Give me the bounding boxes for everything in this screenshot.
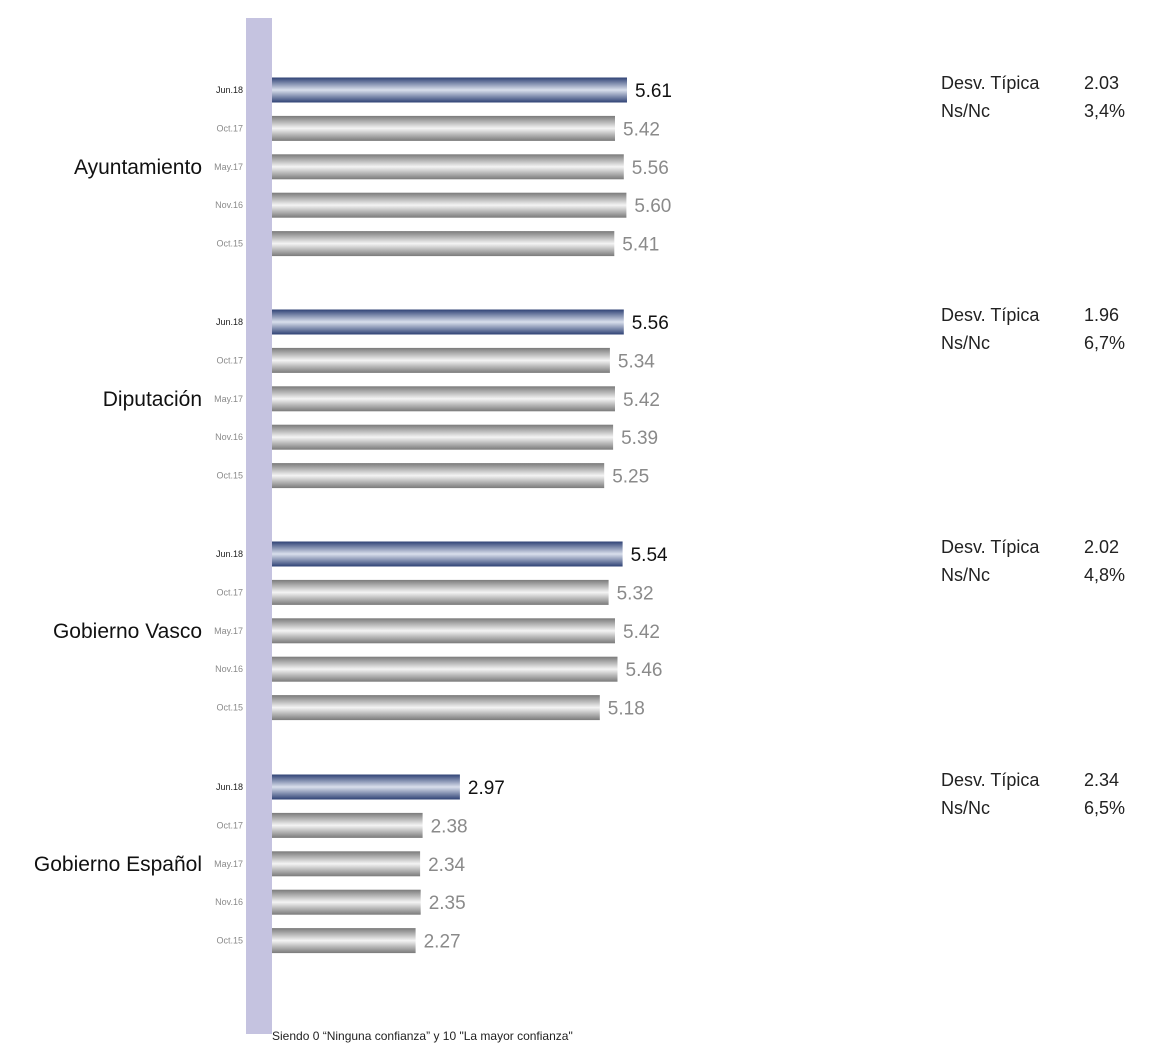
bar-3-2 (272, 851, 421, 877)
period-label: Oct.15 (216, 703, 243, 713)
period-label: Nov.16 (215, 432, 243, 442)
bar-value-label: 5.56 (632, 313, 669, 334)
period-label: Oct.15 (216, 471, 243, 481)
bar-value-label: 5.32 (617, 583, 654, 604)
group-label: Diputación (103, 388, 202, 411)
period-label: May.17 (214, 859, 243, 869)
bar-value-label: 5.56 (632, 158, 669, 179)
bar-value-label: 2.27 (424, 932, 461, 953)
bar-0-2 (272, 154, 624, 180)
stats-row: Desv. Típica 1.96 (941, 305, 1163, 333)
period-label: Jun.18 (216, 782, 243, 792)
bar-value-label: 2.35 (429, 893, 466, 914)
period-label: Oct.17 (216, 355, 243, 365)
bar-value-label: 5.25 (612, 467, 649, 488)
stats-label: Ns/Nc (941, 101, 990, 121)
stats-row: Desv. Típica 2.34 (941, 770, 1163, 798)
bar-value-label: 5.39 (621, 428, 658, 449)
stats-value: 4,8% (1084, 565, 1126, 585)
bar-0-4 (272, 231, 615, 257)
stats-value: 6,7% (1084, 333, 1126, 353)
chart-footnote: Siendo 0 “Ninguna confianza” y 10 "La ma… (272, 1029, 573, 1043)
bar-3-3 (272, 889, 421, 915)
stats-label: Desv. Típica (941, 305, 1040, 325)
period-label: Jun.18 (216, 317, 243, 327)
group-label: Gobierno Vasco (53, 620, 202, 643)
group-label: Ayuntamiento (74, 156, 202, 179)
bar-2-2 (272, 618, 615, 644)
bar-value-label: 5.42 (623, 119, 660, 140)
bar-value-label: 5.60 (634, 196, 671, 217)
stats-value: 2.02 (1084, 537, 1120, 557)
period-label: Jun.18 (216, 549, 243, 559)
stats-label: Desv. Típica (941, 73, 1040, 93)
bar-2-4 (272, 695, 600, 721)
bar-3-4 (272, 928, 416, 954)
axis-band (246, 18, 272, 1034)
period-label: Nov.16 (215, 664, 243, 674)
period-label: Nov.16 (215, 897, 243, 907)
bar-0-3 (272, 192, 627, 218)
period-label: Oct.17 (216, 820, 243, 830)
bar-value-label: 5.18 (608, 699, 645, 720)
period-label: Oct.15 (216, 936, 243, 946)
bar-1-0 (272, 309, 624, 335)
stats-row: Ns/Nc 6,7% (941, 333, 1163, 361)
stats-value: 2.03 (1084, 73, 1120, 93)
period-label: Jun.18 (216, 85, 243, 95)
stats-label: Desv. Típica (941, 537, 1040, 557)
stats-value: 3,4% (1084, 101, 1126, 121)
period-label: Oct.17 (216, 587, 243, 597)
bar-value-label: 5.34 (618, 351, 655, 372)
period-label: May.17 (214, 626, 243, 636)
bar-2-1 (272, 579, 609, 605)
stats-row: Ns/Nc 3,4% (941, 101, 1163, 129)
bar-value-label: 2.97 (468, 778, 505, 799)
stats-label: Desv. Típica (941, 770, 1040, 790)
bar-1-4 (272, 463, 605, 489)
bar-3-1 (272, 812, 423, 838)
stats-value: 1.96 (1084, 305, 1120, 325)
bar-value-label: 2.38 (431, 816, 468, 837)
bar-3-0 (272, 774, 460, 800)
period-label: May.17 (214, 162, 243, 172)
stats-row: Desv. Típica 2.03 (941, 73, 1163, 101)
stats-block: Desv. Típica 2.34 Ns/Nc 6,5% (941, 770, 1163, 826)
stats-row: Desv. Típica 2.02 (941, 537, 1163, 565)
period-label: Oct.17 (216, 123, 243, 133)
stats-value: 6,5% (1084, 798, 1126, 818)
bar-2-3 (272, 656, 618, 682)
stats-row: Ns/Nc 4,8% (941, 565, 1163, 593)
stats-label: Ns/Nc (941, 798, 990, 818)
bar-value-label: 5.42 (623, 622, 660, 643)
bar-value-label: 5.54 (631, 545, 668, 566)
stats-label: Ns/Nc (941, 565, 990, 585)
stats-block: Desv. Típica 2.02 Ns/Nc 4,8% (941, 537, 1163, 593)
stats-label: Ns/Nc (941, 333, 990, 353)
bar-0-1 (272, 115, 615, 141)
bar-value-label: 2.34 (428, 855, 465, 876)
bar-value-label: 5.61 (635, 81, 672, 102)
stats-block: Desv. Típica 1.96 Ns/Nc 6,7% (941, 305, 1163, 361)
period-label: Nov.16 (215, 200, 243, 210)
bar-1-1 (272, 347, 610, 373)
period-label: May.17 (214, 394, 243, 404)
stats-row: Ns/Nc 6,5% (941, 798, 1163, 826)
bar-value-label: 5.46 (626, 660, 663, 681)
period-label: Oct.15 (216, 239, 243, 249)
stats-value: 2.34 (1084, 770, 1120, 790)
bar-1-2 (272, 386, 615, 412)
bar-1-3 (272, 424, 614, 450)
bar-value-label: 5.42 (623, 390, 660, 411)
group-label: Gobierno Español (34, 853, 202, 876)
bar-0-0 (272, 77, 627, 103)
stats-block: Desv. Típica 2.03 Ns/Nc 3,4% (941, 73, 1163, 129)
bar-value-label: 5.41 (622, 235, 659, 256)
bar-2-0 (272, 541, 623, 567)
